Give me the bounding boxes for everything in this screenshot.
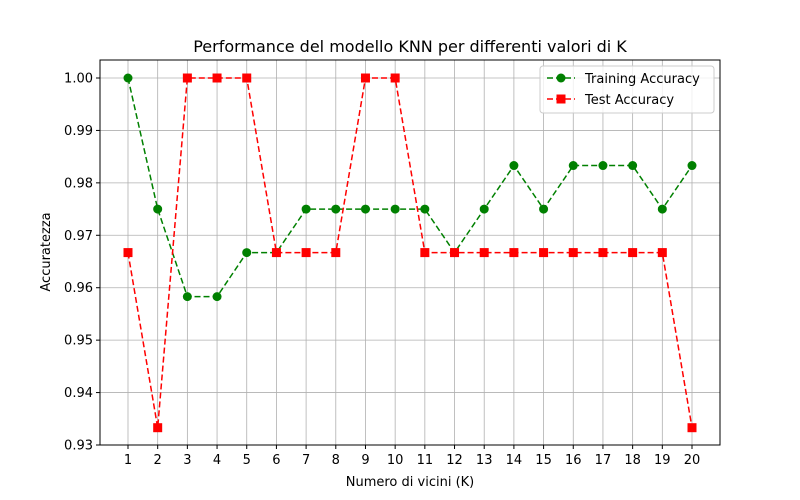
x-tick-label: 7: [302, 453, 310, 468]
chart-title: Performance del modello KNN per differen…: [193, 37, 627, 56]
legend: Training Accuracy Test Accuracy: [539, 65, 715, 114]
data-point: [271, 248, 281, 258]
x-tick-label: 14: [506, 453, 523, 468]
x-tick-label: 15: [535, 453, 552, 468]
data-point: [212, 292, 222, 302]
x-tick-label: 18: [624, 453, 641, 468]
y-axis-ticks: 0.93 0.94 0.95 0.96 0.97 0.98 0.99 1.00: [64, 72, 100, 454]
data-point: [598, 161, 608, 171]
data-point: [509, 161, 519, 171]
y-tick-label: 0.95: [64, 334, 93, 349]
x-tick-label: 3: [183, 453, 191, 468]
legend-test-label: Test Accuracy: [584, 93, 674, 108]
x-tick-label: 20: [684, 453, 701, 468]
x-tick-label: 9: [361, 453, 369, 468]
y-tick-label: 0.96: [64, 281, 93, 296]
legend-training-label: Training Accuracy: [584, 72, 700, 87]
data-point: [153, 423, 163, 433]
data-point: [568, 161, 578, 171]
data-point: [657, 248, 667, 258]
series-line: [127, 77, 693, 428]
data-point: [331, 204, 341, 214]
data-point: [212, 73, 222, 83]
data-point: [479, 248, 489, 258]
data-point: [123, 248, 133, 258]
data-point: [182, 292, 192, 302]
data-point: [657, 204, 667, 214]
data-point: [331, 248, 341, 258]
y-tick-label: 0.94: [64, 386, 93, 401]
x-tick-label: 10: [387, 453, 404, 468]
data-point: [182, 73, 192, 83]
x-axis-ticks: 1 2 3 4 5 6 7 8 9 10 11 12 13 14 15 16 17 18 19 20: [124, 445, 700, 468]
data-point: [539, 204, 549, 214]
data-point: [628, 161, 638, 171]
y-tick-label: 0.98: [64, 176, 93, 191]
data-point: [509, 248, 519, 258]
data-point: [360, 204, 370, 214]
data-point: [242, 248, 252, 258]
data-point: [450, 248, 460, 258]
y-tick-label: 0.93: [64, 439, 93, 454]
data-point: [420, 204, 430, 214]
data-point: [153, 204, 163, 214]
x-tick-label: 6: [272, 453, 280, 468]
legend-test-marker: [556, 94, 566, 104]
data-point: [390, 204, 400, 214]
data-point: [598, 248, 608, 258]
data-point: [123, 73, 133, 83]
x-tick-label: 12: [446, 453, 463, 468]
x-tick-label: 16: [565, 453, 582, 468]
x-axis-label: Numero di vicini (K): [346, 475, 474, 490]
data-point: [420, 248, 430, 258]
legend-training-marker: [556, 73, 566, 83]
y-tick-label: 0.99: [64, 124, 93, 139]
legend-box: [539, 65, 715, 114]
series-layer: [123, 73, 697, 433]
data-point: [242, 73, 252, 83]
data-point: [390, 73, 400, 83]
data-point: [687, 161, 697, 171]
x-tick-label: 19: [654, 453, 671, 468]
y-axis-label: Accuratezza: [39, 212, 54, 291]
x-tick-label: 11: [417, 453, 434, 468]
x-tick-label: 2: [154, 453, 162, 468]
data-point: [687, 423, 697, 433]
x-tick-label: 17: [595, 453, 612, 468]
data-point: [301, 248, 311, 258]
data-point: [479, 204, 489, 214]
data-point: [628, 248, 638, 258]
plot-frame: [99, 59, 721, 446]
y-tick-label: 1.00: [64, 72, 93, 87]
x-tick-label: 8: [332, 453, 340, 468]
x-tick-label: 5: [243, 453, 251, 468]
data-point: [568, 248, 578, 258]
x-tick-label: 4: [213, 453, 221, 468]
data-point: [301, 204, 311, 214]
series-line: [127, 77, 693, 298]
data-point: [539, 248, 549, 258]
data-point: [360, 73, 370, 83]
series-1: [123, 73, 697, 433]
series-0: [123, 73, 697, 302]
x-tick-label: 13: [476, 453, 493, 468]
y-tick-label: 0.97: [64, 229, 93, 244]
x-tick-label: 1: [124, 453, 132, 468]
